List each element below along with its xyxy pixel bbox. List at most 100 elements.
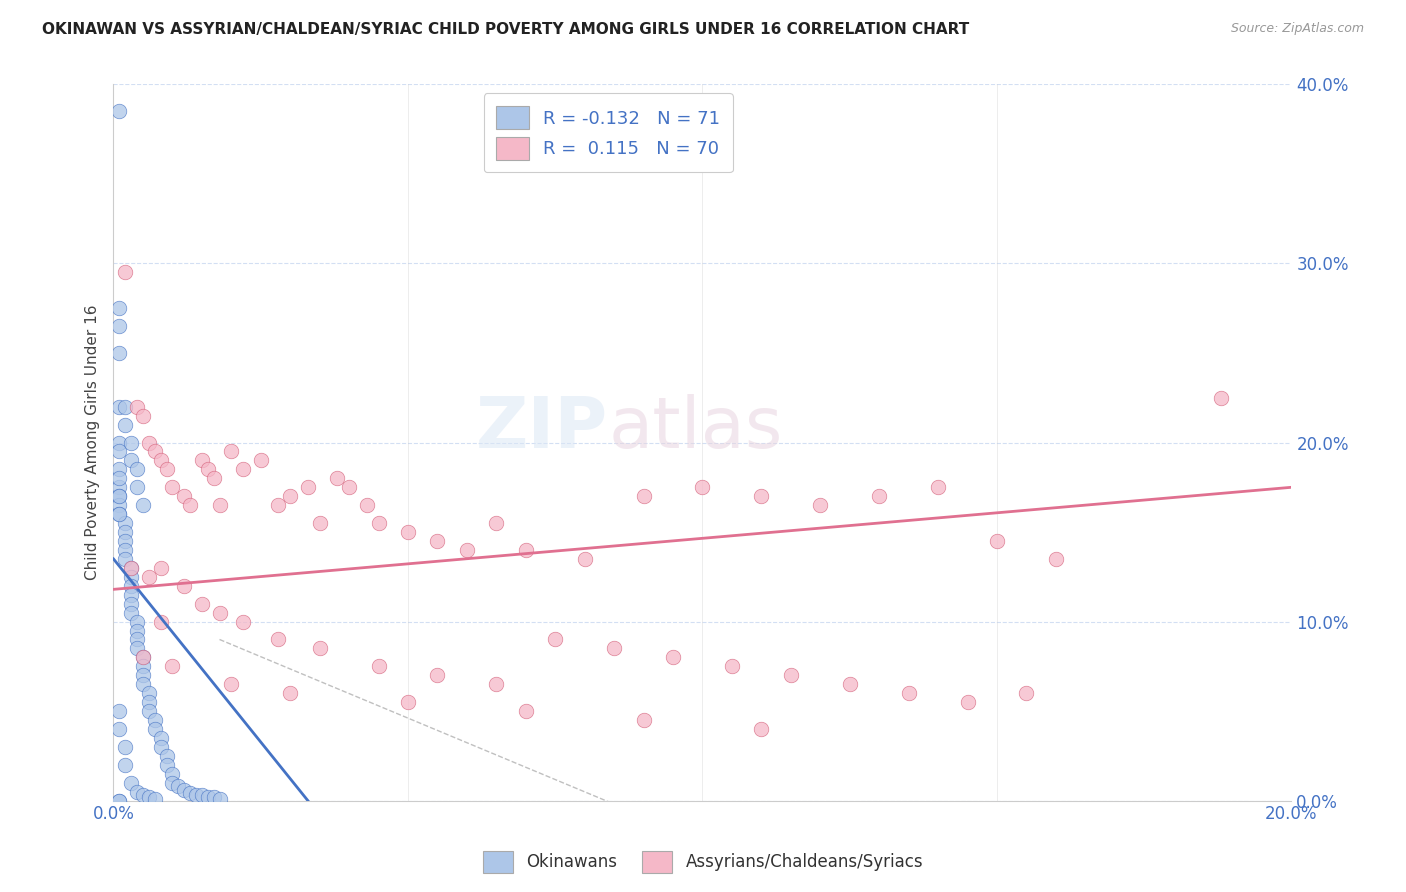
Point <box>149 561 172 575</box>
Point <box>633 489 655 503</box>
Point <box>202 790 225 805</box>
Point <box>515 543 537 558</box>
Point <box>956 695 979 709</box>
Point <box>132 677 155 691</box>
Point <box>868 489 890 503</box>
Legend: Okinawans, Assyrians/Chaldeans/Syriacs: Okinawans, Assyrians/Chaldeans/Syriacs <box>477 845 929 880</box>
Point <box>132 650 155 665</box>
Point <box>337 480 360 494</box>
Point <box>692 480 714 494</box>
Point <box>396 524 419 539</box>
Point <box>184 789 207 803</box>
Point <box>162 775 184 789</box>
Point <box>544 632 567 647</box>
Point <box>120 775 142 789</box>
Point <box>108 498 131 512</box>
Point <box>202 471 225 485</box>
Point <box>162 480 184 494</box>
Point <box>808 498 831 512</box>
Point <box>208 498 231 512</box>
Point <box>120 561 142 575</box>
Point <box>114 552 136 566</box>
Point <box>138 704 160 718</box>
Point <box>143 444 166 458</box>
Point <box>456 543 478 558</box>
Point <box>221 444 243 458</box>
Point <box>1015 686 1038 700</box>
Point <box>108 346 131 360</box>
Point <box>120 606 142 620</box>
Point <box>120 588 142 602</box>
Point <box>208 792 231 806</box>
Point <box>143 722 166 736</box>
Point <box>173 579 195 593</box>
Point <box>114 739 136 754</box>
Point <box>191 789 214 803</box>
Point <box>603 641 626 656</box>
Point <box>633 713 655 727</box>
Point <box>267 632 290 647</box>
Point <box>108 400 131 414</box>
Point <box>221 677 243 691</box>
Point <box>308 516 330 530</box>
Point <box>173 783 195 797</box>
Point <box>297 480 319 494</box>
Legend: R = -0.132   N = 71, R =  0.115   N = 70: R = -0.132 N = 71, R = 0.115 N = 70 <box>484 94 733 172</box>
Point <box>249 453 271 467</box>
Point <box>132 650 155 665</box>
Point <box>108 489 131 503</box>
Point <box>125 632 148 647</box>
Point <box>114 516 136 530</box>
Point <box>179 498 201 512</box>
Point <box>779 668 801 682</box>
Point <box>138 790 160 805</box>
Point <box>485 677 508 691</box>
Point <box>108 704 131 718</box>
Point <box>120 597 142 611</box>
Text: OKINAWAN VS ASSYRIAN/CHALDEAN/SYRIAC CHILD POVERTY AMONG GIRLS UNDER 16 CORRELAT: OKINAWAN VS ASSYRIAN/CHALDEAN/SYRIAC CHI… <box>42 22 969 37</box>
Point <box>308 641 330 656</box>
Point <box>108 507 131 521</box>
Point <box>167 779 190 793</box>
Point <box>396 695 419 709</box>
Text: Source: ZipAtlas.com: Source: ZipAtlas.com <box>1230 22 1364 36</box>
Point <box>426 534 449 549</box>
Point <box>138 695 160 709</box>
Point <box>125 615 148 629</box>
Point <box>114 757 136 772</box>
Point <box>125 624 148 638</box>
Point <box>1209 391 1232 405</box>
Point <box>143 713 166 727</box>
Point <box>120 579 142 593</box>
Point <box>356 498 378 512</box>
Text: ZIP: ZIP <box>477 393 609 463</box>
Point <box>114 265 136 279</box>
Point <box>138 686 160 700</box>
Point <box>138 570 160 584</box>
Point <box>125 785 148 799</box>
Point <box>149 731 172 745</box>
Point <box>108 722 131 736</box>
Point <box>120 453 142 467</box>
Point <box>191 453 214 467</box>
Point <box>927 480 949 494</box>
Point <box>125 641 148 656</box>
Point <box>108 489 131 503</box>
Point <box>197 462 219 476</box>
Point <box>108 507 131 521</box>
Point <box>132 789 155 803</box>
Point <box>143 792 166 806</box>
Point <box>108 794 131 808</box>
Point <box>114 524 136 539</box>
Point <box>138 435 160 450</box>
Point <box>155 462 177 476</box>
Point <box>173 489 195 503</box>
Point <box>162 659 184 673</box>
Point <box>179 787 201 801</box>
Point <box>197 790 219 805</box>
Point <box>326 471 349 485</box>
Point <box>662 650 685 665</box>
Point <box>114 534 136 549</box>
Point <box>108 104 131 119</box>
Point <box>149 453 172 467</box>
